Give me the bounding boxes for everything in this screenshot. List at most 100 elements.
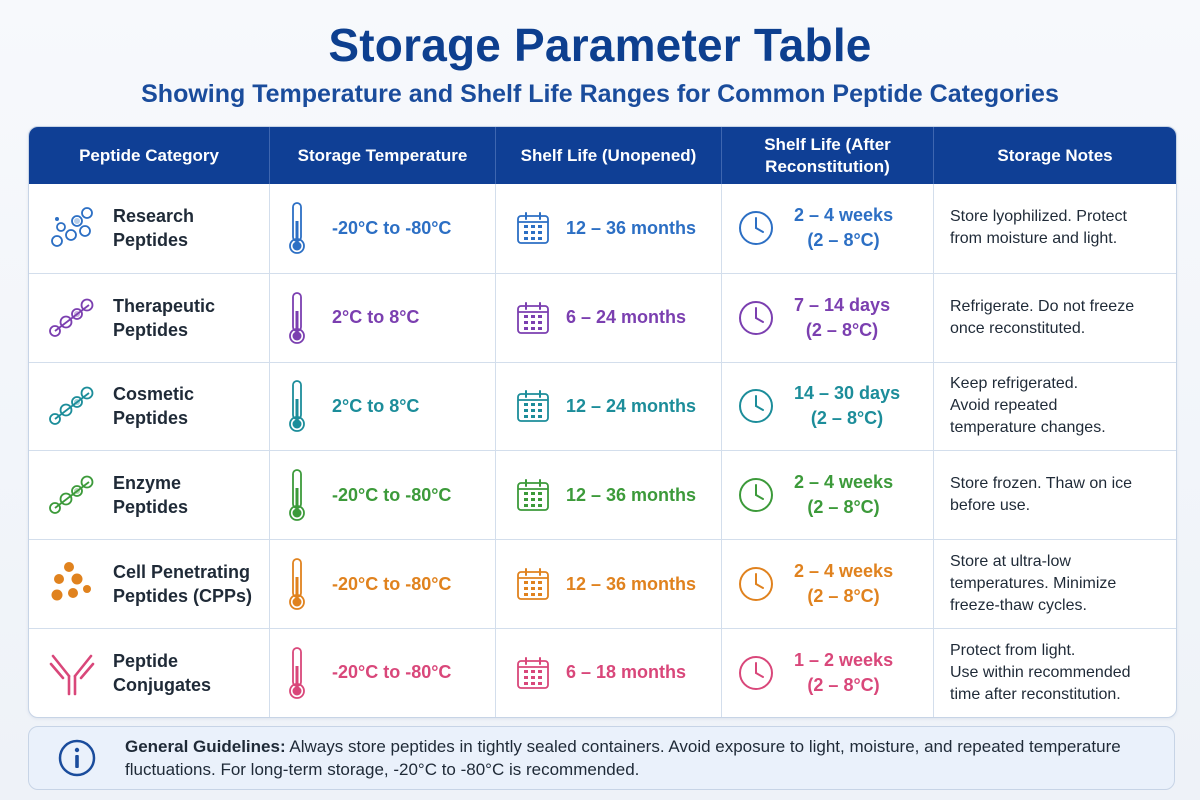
category-line: Cell Penetrating — [113, 562, 251, 583]
storage-notes: Protect from light. Use within recommende… — [950, 640, 1131, 706]
category-line: Peptides — [113, 319, 189, 340]
notes-line: from moisture and light. — [950, 230, 1118, 248]
recon-duration: 2 – 4 weeks — [794, 205, 894, 226]
calendar-icon — [517, 390, 549, 423]
calendar-icon — [517, 212, 549, 245]
category-name: Cell Penetrating Peptides (CPPs) — [113, 560, 263, 608]
clock-icon — [739, 211, 773, 246]
guidelines-body: Always store peptides in tightly sealed … — [125, 737, 1121, 779]
temperature-value: -20°C to -80°C — [332, 662, 452, 683]
calendar-icon — [517, 656, 549, 689]
calendar-icon — [517, 479, 549, 512]
storage-notes: Store frozen. Thaw on ice before use. — [950, 473, 1132, 517]
table-row: Cell Penetrating Peptides (CPPs) -20°C to … — [29, 539, 1176, 628]
notes-line: time after reconstitution. — [950, 685, 1121, 703]
dots-cluster-icon — [51, 562, 91, 601]
table-header: Peptide Category Storage Temperature She… — [29, 127, 1176, 184]
shelf-unopened-value: 12 – 36 months — [566, 217, 697, 238]
guidelines-label: General Guidelines: — [125, 737, 286, 756]
recon-duration: 7 – 14 days — [794, 294, 891, 315]
recon-duration: 2 – 4 weeks — [794, 561, 894, 582]
cell-temperature: 2°C to 8°C — [270, 362, 496, 451]
notes-line: temperature changes. — [950, 419, 1106, 437]
cell-temperature: -20°C to -80°C — [270, 451, 496, 540]
shelf-reconstitution-value: 2 – 4 weeks (2 – 8°C) — [794, 559, 893, 609]
recon-condition: (2 – 8°C) — [807, 230, 880, 251]
cell-shelf-unopened: 12 – 24 months — [496, 362, 722, 451]
antibody-icon — [49, 654, 95, 696]
table-row: Therapeutic Peptides 2°C to 8°C 6 – 24 mont… — [29, 272, 1176, 362]
temperature-value: -20°C to -80°C — [332, 573, 452, 594]
category-line: Cosmetic — [113, 384, 195, 405]
header-shelf-reconstitution-line1: Shelf Life (After — [764, 134, 891, 154]
cell-notes: Store lyophilized. Protect from moisture … — [934, 184, 1176, 273]
storage-notes: Store lyophilized. Protect from moisture … — [950, 206, 1127, 250]
shelf-reconstitution-value: 14 – 30 days (2 – 8°C) — [794, 381, 900, 431]
recon-duration: 14 – 30 days — [794, 383, 901, 404]
shelf-reconstitution-value: 7 – 14 days (2 – 8°C) — [794, 293, 890, 343]
header-temperature: Storage Temperature — [270, 127, 496, 184]
cell-category: Therapeutic Peptides — [29, 273, 270, 362]
shelf-reconstitution-value: 2 – 4 weeks (2 – 8°C) — [794, 203, 893, 253]
notes-line: Use within recommended — [950, 663, 1131, 681]
cell-shelf-reconstitution: 2 – 4 weeks (2 – 8°C) — [722, 184, 934, 273]
temperature-value: -20°C to -80°C — [332, 484, 452, 505]
cell-shelf-unopened: 12 – 36 months — [496, 451, 722, 540]
recon-condition: (2 – 8°C) — [807, 586, 880, 607]
shelf-unopened-value: 12 – 24 months — [566, 395, 697, 416]
cell-notes: Store frozen. Thaw on ice before use. — [934, 451, 1176, 539]
category-line: Peptides (CPPs) — [113, 586, 253, 607]
cell-shelf-unopened: 12 – 36 months — [496, 184, 722, 273]
notes-line: Store frozen. Thaw on ice — [950, 475, 1133, 493]
cell-temperature: -20°C to -80°C — [270, 628, 496, 717]
clock-icon — [739, 478, 773, 513]
storage-table: Peptide Category Storage Temperature She… — [28, 126, 1177, 718]
shelf-unopened-value: 6 – 18 months — [566, 662, 687, 683]
table-row: Research Peptides -20°C to -80°C 12 – 36 mo… — [29, 184, 1176, 273]
table-body: Research Peptides -20°C to -80°C 12 – 36 mo… — [29, 184, 1176, 717]
thermometer-icon — [289, 469, 305, 522]
table-row: Peptide Conjugates -20°C to -80°C 6 – 18 mo… — [29, 627, 1176, 717]
cell-shelf-unopened: 6 – 18 months — [496, 628, 722, 717]
recon-condition: (2 – 8°C) — [810, 408, 884, 429]
notes-line: Store lyophilized. Protect — [950, 208, 1127, 226]
thermometer-icon — [289, 646, 305, 699]
clock-icon — [739, 567, 773, 602]
recon-condition: (2 – 8°C) — [807, 674, 880, 695]
calendar-icon — [517, 568, 549, 600]
recon-condition: (2 – 8°C) — [807, 497, 880, 518]
thermometer-icon — [289, 380, 305, 433]
category-line: Research — [113, 206, 195, 227]
cell-shelf-unopened: 6 – 24 months — [496, 273, 722, 362]
notes-line: once reconstituted. — [950, 319, 1086, 337]
category-name: Peptide Conjugates — [113, 649, 263, 697]
shelf-unopened-value: 12 – 36 months — [566, 484, 697, 505]
category-name: Cosmetic Peptides — [113, 382, 263, 430]
cell-category: Peptide Conjugates — [29, 628, 270, 717]
cell-shelf-reconstitution: 14 – 30 days (2 – 8°C) — [722, 362, 934, 451]
thermometer-icon — [289, 291, 305, 344]
notes-line: Refrigerate. Do not freeze — [950, 297, 1135, 315]
cell-shelf-reconstitution: 2 – 4 weeks (2 – 8°C) — [722, 451, 934, 540]
cell-shelf-unopened: 12 – 36 months — [496, 540, 722, 628]
shelf-reconstitution-value: 1 – 2 weeks (2 – 8°C) — [794, 648, 893, 698]
notes-line: freeze-thaw cycles. — [950, 597, 1087, 615]
notes-line: before use. — [950, 497, 1031, 515]
cell-notes: Store at ultra-low temperatures. Minimize… — [934, 540, 1176, 628]
notes-line: Keep refrigerated. — [950, 375, 1079, 393]
category-name: Therapeutic Peptides — [113, 294, 263, 342]
table-row: Cosmetic Peptides 2°C to 8°C 12 – 24 months… — [29, 361, 1176, 451]
recon-duration: 1 – 2 weeks — [794, 649, 894, 670]
shelf-reconstitution-value: 2 – 4 weeks (2 – 8°C) — [794, 470, 893, 520]
cell-notes: Protect from light. Use within recommende… — [934, 629, 1176, 717]
category-name: Enzyme Peptides — [113, 471, 263, 519]
cell-category: Cosmetic Peptides — [29, 362, 270, 451]
recon-duration: 2 – 4 weeks — [794, 472, 894, 493]
notes-line: Protect from light. — [950, 641, 1076, 659]
cell-temperature: 2°C to 8°C — [270, 273, 496, 362]
category-line: Peptides — [113, 408, 189, 429]
notes-line: temperatures. Minimize — [950, 575, 1117, 593]
shelf-unopened-value: 6 – 24 months — [566, 307, 687, 328]
storage-notes: Refrigerate. Do not freeze once reconstit… — [950, 296, 1134, 340]
page-title: Storage Parameter Table — [328, 19, 872, 71]
